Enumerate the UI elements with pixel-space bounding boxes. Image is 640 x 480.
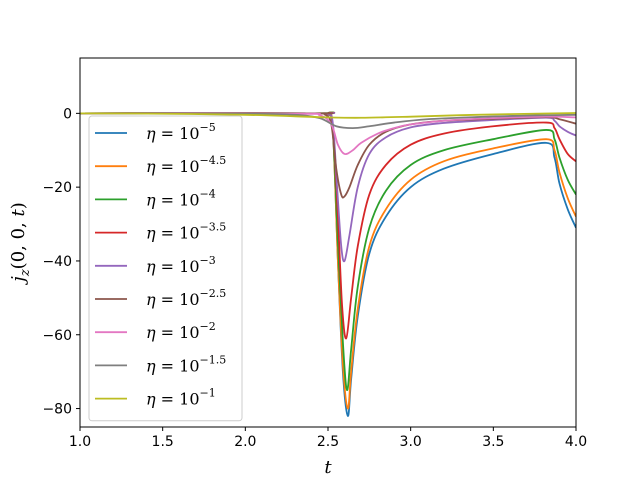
legend-entry-label: η = 10−1.5 [146,353,226,375]
x-tick-label: 2.5 [317,434,339,450]
series-line-9 [80,112,576,119]
x-axis: 1.0 1.5 2.0 2.5 3.0 3.5 4.0 [69,427,587,450]
y-tick-label: −80 [42,402,72,418]
legend-entry-label: η = 10−5 [146,121,216,143]
series-line-7 [80,112,576,156]
legend: η = 10−5 η = 10−4.5 η = 10−4 η = 10−3.5 η = … [88,115,243,422]
y-tick-label: −60 [42,328,72,344]
y-axis-label: jz(0, 0, t) [8,202,33,286]
x-tick-label: 1.5 [152,434,174,450]
series-layer [80,111,576,417]
x-tick-label: 3.5 [482,434,504,450]
y-tick-label: −40 [42,254,72,270]
y-axis: 0 −20 −40 −60 −80 [42,106,80,418]
legend-entry-label: η = 10−2 [146,320,216,342]
series-line-8 [80,112,576,130]
x-tick-label: 3.0 [400,434,422,450]
legend-entry-label: η = 10−2.5 [146,287,226,309]
legend-entry-label: η = 10−3.5 [146,221,226,243]
legend-entry-label: η = 10−4.5 [146,154,226,176]
x-tick-label: 4.0 [565,434,587,450]
legend-box [88,115,243,422]
x-tick-label: 1.0 [69,434,91,450]
legend-entry-label: η = 10−4 [146,187,216,209]
x-tick-label: 2.0 [234,434,256,450]
series-line-5 [80,112,576,263]
x-axis-label: t [324,457,332,478]
legend-entry-label: η = 10−1 [146,387,216,409]
legend-entry-label: η = 10−3 [146,254,216,276]
y-tick-label: 0 [63,106,72,122]
y-tick-label: −20 [42,180,72,196]
